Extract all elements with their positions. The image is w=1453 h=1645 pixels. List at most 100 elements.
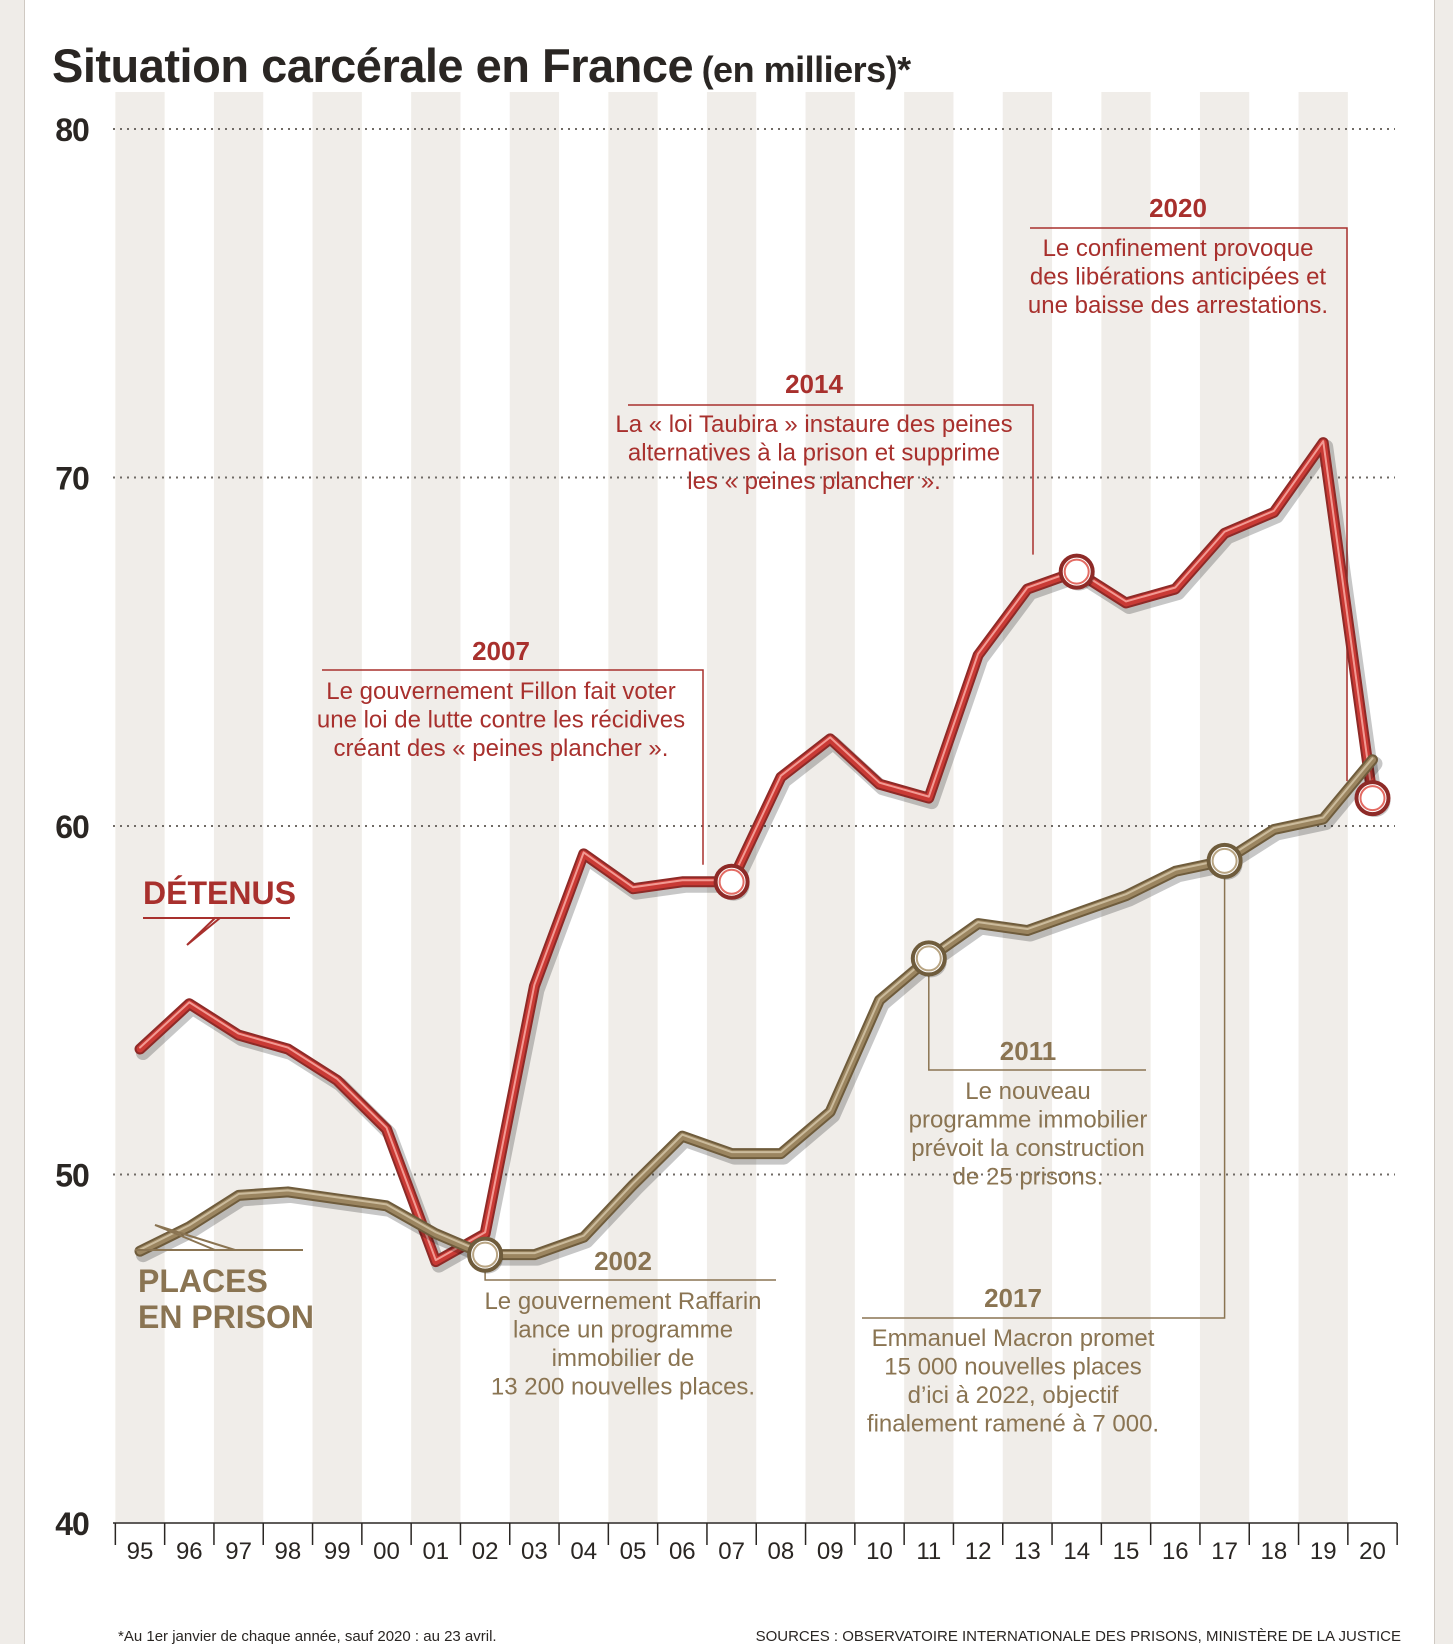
x-tick-label: 96 bbox=[176, 1538, 203, 1565]
x-tick-label: 13 bbox=[1014, 1538, 1041, 1565]
annotation-year-2002: 2002 bbox=[594, 1246, 652, 1276]
x-tick-label: 06 bbox=[669, 1538, 696, 1565]
x-tick-label: 04 bbox=[570, 1538, 597, 1565]
callout-leader-2007 bbox=[322, 669, 704, 865]
column-stripe bbox=[509, 92, 560, 1522]
x-tick-label: 05 bbox=[620, 1538, 647, 1565]
series-label-detenus: DÉTENUS bbox=[143, 875, 296, 911]
page-border-right bbox=[1434, 0, 1453, 1644]
x-tick-label: 97 bbox=[225, 1538, 252, 1565]
x-tick-label: 14 bbox=[1063, 1538, 1090, 1565]
callout-leader-2002 bbox=[484, 1271, 776, 1281]
annotation-text-line: Le gouvernement Raffarin bbox=[484, 1288, 761, 1315]
annotation-text-line: créant des « peines plancher ». bbox=[334, 735, 669, 762]
marker-ring bbox=[1063, 558, 1090, 585]
x-tick-label: 99 bbox=[324, 1538, 351, 1565]
x-tick-label: 02 bbox=[472, 1538, 499, 1565]
marker-ring bbox=[1359, 785, 1386, 812]
annotation-year-2020: 2020 bbox=[1149, 193, 1207, 223]
annotation-markers bbox=[467, 553, 1391, 1274]
y-tick-label: 50 bbox=[55, 1158, 89, 1194]
annotation-text-line: alternatives à la prison et supprime bbox=[628, 440, 1000, 467]
x-tick-label: 11 bbox=[916, 1538, 941, 1565]
column-stripe bbox=[115, 92, 165, 1522]
x-tick-label: 98 bbox=[275, 1538, 302, 1565]
annotation-text-line: 13 200 nouvelles places. bbox=[491, 1374, 755, 1401]
chart-title-unit: (en milliers)* bbox=[701, 49, 912, 90]
annotation-text-line: de 25 prisons. bbox=[953, 1164, 1104, 1191]
y-tick-label: 40 bbox=[55, 1506, 89, 1542]
annotation-text-line: immobilier de bbox=[552, 1345, 695, 1372]
annotation-text-line: Le confinement provoque bbox=[1043, 235, 1314, 262]
x-tick-label: 10 bbox=[866, 1538, 893, 1565]
x-tick-label: 01 bbox=[422, 1538, 449, 1565]
column-stripe bbox=[213, 92, 264, 1522]
annotation-text-line: Le nouveau bbox=[965, 1078, 1090, 1105]
x-tick-label: 00 bbox=[373, 1538, 400, 1565]
x-tick-label: 07 bbox=[718, 1538, 745, 1565]
annotation-text-line: Le gouvernement Fillon fait voter bbox=[326, 678, 676, 705]
column-stripe bbox=[805, 92, 855, 1522]
callout-leader-2014 bbox=[628, 404, 1034, 555]
annotation-text-line: programme immobilier bbox=[909, 1107, 1148, 1134]
annotation-text-line: La « loi Taubira » instaure des peines bbox=[615, 411, 1012, 438]
callout-leader-2017 bbox=[862, 877, 1226, 1319]
x-tick-label: 18 bbox=[1261, 1538, 1288, 1565]
x-tick-label: 15 bbox=[1113, 1538, 1140, 1565]
x-tick-label: 12 bbox=[965, 1538, 992, 1565]
annotation-text-line: 15 000 nouvelles places bbox=[884, 1354, 1142, 1381]
sources: SOURCES : OBSERVATOIRE INTERNATIONALE DE… bbox=[755, 1628, 1401, 1645]
annotation-year-2017: 2017 bbox=[984, 1283, 1042, 1313]
marker-ring bbox=[1211, 847, 1238, 874]
series-label-pointer bbox=[135, 1224, 303, 1251]
series-label-places-line2: EN PRISON bbox=[138, 1299, 314, 1335]
marker-ring bbox=[472, 1241, 499, 1268]
chart-title-main: Situation carcérale en France bbox=[52, 39, 694, 92]
annotation-text-line: des libérations anticipées et bbox=[1030, 264, 1327, 291]
column-stripe bbox=[312, 92, 362, 1522]
callout-leader-2011 bbox=[928, 975, 1146, 1071]
column-stripes bbox=[115, 92, 1348, 1522]
annotation-year-2014: 2014 bbox=[785, 369, 843, 399]
marker-ring bbox=[915, 945, 942, 972]
y-axis: 40 50 60 70 80 bbox=[55, 112, 90, 1542]
x-tick-label: 08 bbox=[768, 1538, 795, 1565]
footnote: *Au 1er janvier de chaque année, sauf 20… bbox=[118, 1628, 497, 1645]
annotation-text-line: prévoit la construction bbox=[911, 1135, 1144, 1162]
y-tick-label: 80 bbox=[55, 112, 89, 148]
column-stripe bbox=[1002, 92, 1053, 1522]
series-line-highlight bbox=[139, 440, 1374, 1262]
series-line-highlight bbox=[139, 757, 1374, 1255]
column-stripe bbox=[706, 92, 757, 1522]
series-lines bbox=[134, 437, 1383, 1273]
annotation-text-line: une baisse des arrestations. bbox=[1028, 292, 1328, 319]
column-stripe bbox=[1101, 92, 1151, 1522]
annotation-text-line: d’ici à 2022, objectif bbox=[908, 1382, 1119, 1409]
x-tick-label: 09 bbox=[817, 1538, 844, 1565]
chart-title: Situation carcérale en France (en millie… bbox=[52, 38, 911, 93]
annotation-text-line: lance un programme bbox=[513, 1317, 733, 1344]
series-line-core bbox=[136, 756, 1376, 1259]
annotation-text-line: une loi de lutte contre les récidives bbox=[317, 707, 685, 734]
y-tick-label: 60 bbox=[55, 809, 89, 845]
column-stripe bbox=[411, 92, 461, 1522]
x-tick-label: 16 bbox=[1162, 1538, 1189, 1565]
column-stripe bbox=[608, 92, 658, 1522]
annotation-year-2007: 2007 bbox=[472, 636, 530, 666]
x-tick-label: 20 bbox=[1359, 1538, 1386, 1565]
x-tick-label: 17 bbox=[1211, 1538, 1238, 1565]
annotation-text-line: les « peines plancher ». bbox=[687, 468, 941, 495]
annotation-year-2011: 2011 bbox=[1000, 1036, 1056, 1066]
annotation-text-line: finalement ramené à 7 000. bbox=[867, 1411, 1159, 1438]
column-stripe bbox=[904, 92, 954, 1522]
series-label-places: PLACES bbox=[138, 1263, 268, 1299]
x-tick-label: 95 bbox=[127, 1538, 154, 1565]
x-axis: 95 96 97 98 99 00 01 02 03 04 05 06 07 08 09 10 11 12 13 14… bbox=[113, 1522, 1398, 1565]
y-tick-label: 70 bbox=[55, 461, 89, 497]
annotation-text-line: Emmanuel Macron promet bbox=[872, 1325, 1155, 1352]
x-tick-label: 03 bbox=[521, 1538, 548, 1565]
page-border-left bbox=[0, 0, 25, 1644]
